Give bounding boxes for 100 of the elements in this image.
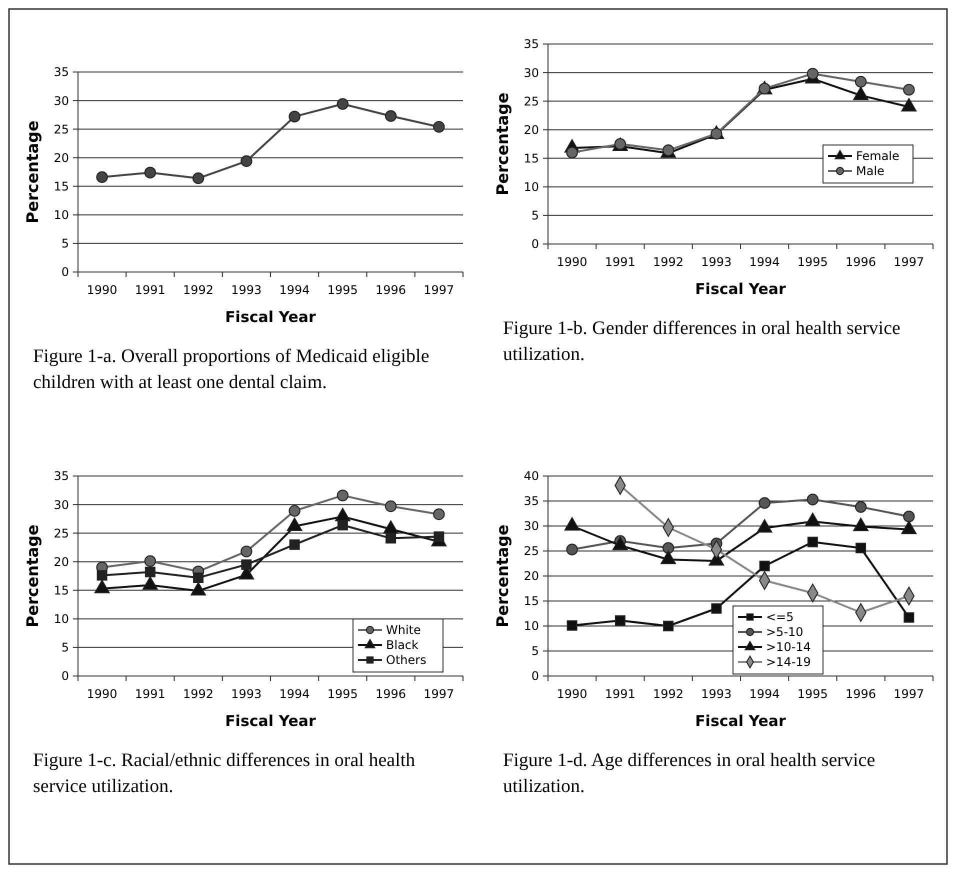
x-axis-title: Fiscal Year: [695, 712, 787, 730]
point: [336, 98, 349, 110]
caption: Figure 1-d. Age differences in oral health service utilization.: [503, 750, 876, 797]
x-tick-label: 1991: [134, 687, 166, 701]
x-tick-label: 1990: [556, 687, 588, 701]
x-tick-label: 1997: [894, 255, 924, 269]
x-tick-label: 1993: [231, 283, 262, 297]
point: [144, 555, 156, 567]
point: [663, 620, 674, 632]
y-tick-label: 10: [54, 208, 69, 222]
point: [144, 566, 156, 578]
y-tick-label: 25: [524, 544, 539, 558]
x-tick-label: 1992: [183, 283, 214, 297]
y-tick-label: 10: [524, 180, 539, 194]
y-tick-label: 30: [524, 519, 539, 534]
y-tick-label: 25: [524, 94, 539, 108]
y-tick-label: 5: [531, 208, 539, 223]
point: [288, 110, 300, 122]
point: [758, 497, 770, 509]
legend-label: Male: [856, 164, 884, 178]
point: [336, 490, 349, 502]
point: [614, 615, 626, 626]
y-tick-label: 10: [54, 612, 69, 626]
y-tick-label: 35: [524, 37, 539, 52]
legend-label: <=5: [766, 610, 794, 624]
point: [711, 603, 722, 614]
x-tick-label: 1991: [604, 255, 636, 269]
y-tick-label: 5: [531, 644, 539, 658]
legend-label: >14-19: [766, 655, 811, 670]
point: [806, 494, 819, 506]
point: [384, 110, 397, 122]
y-tick-label: 10: [524, 619, 539, 634]
legend-label: Female: [856, 149, 900, 164]
point: [662, 542, 674, 554]
point: [903, 510, 915, 522]
y-tick-label: 35: [54, 469, 69, 484]
y-tick-label: 20: [54, 554, 69, 569]
x-tick-label: 1993: [701, 687, 732, 701]
caption: Figure 1-c. Racial/ethnic differences in oral health service utilization.: [33, 750, 416, 797]
x-tick-label: 1992: [183, 687, 214, 701]
caption: Figure 1-a. Overall proportions of Medicaid eligible children with at least one dental claim.: [33, 346, 430, 393]
point: [854, 501, 867, 513]
point: [193, 572, 204, 583]
y-tick-label: 20: [54, 150, 69, 165]
legend-label: Others: [386, 653, 426, 668]
point: [386, 533, 396, 544]
x-tick-label: 1992: [653, 255, 684, 269]
point: [337, 520, 348, 530]
legend-label: >10-14: [766, 640, 811, 654]
x-tick-label: 1994: [279, 687, 310, 701]
y-tick-label: 30: [54, 498, 69, 512]
y-tick-label: 25: [54, 122, 69, 136]
point: [856, 542, 866, 554]
point: [433, 121, 445, 133]
point: [288, 505, 300, 517]
x-tick-label: 1995: [327, 687, 358, 701]
point: [96, 570, 108, 581]
point: [96, 171, 108, 183]
y-axis-title: Percentage: [23, 120, 42, 224]
x-tick-label: 1994: [279, 283, 310, 297]
y-axis-title: Percentage: [493, 92, 512, 196]
point: [566, 544, 578, 556]
x-tick-label: 1993: [701, 255, 732, 269]
y-tick-label: 0: [531, 237, 539, 252]
point: [566, 620, 578, 631]
y-axis-title: Percentage: [23, 524, 42, 628]
y-tick-label: 15: [54, 583, 69, 598]
point: [759, 560, 770, 572]
x-tick-label: 1996: [376, 283, 406, 297]
y-tick-label: 30: [524, 66, 539, 80]
point: [192, 172, 204, 184]
y-tick-label: 15: [524, 594, 539, 608]
x-tick-label: 1997: [424, 687, 454, 701]
y-tick-label: 0: [531, 669, 539, 684]
x-tick-label: 1990: [86, 687, 118, 701]
y-tick-label: 15: [524, 151, 539, 166]
y-tick-label: 30: [54, 94, 69, 108]
y-tick-label: 35: [524, 494, 539, 508]
y-tick-label: 0: [61, 669, 69, 684]
legend-label: Black: [386, 638, 419, 652]
x-tick-label: 1995: [797, 687, 828, 701]
point: [807, 536, 818, 548]
x-tick-label: 1994: [749, 255, 780, 269]
y-tick-label: 25: [54, 526, 69, 540]
point: [240, 546, 252, 558]
point: [904, 612, 914, 623]
y-tick-label: 20: [524, 122, 539, 137]
legend-label: White: [386, 623, 421, 638]
x-tick-label: 1994: [749, 687, 780, 701]
point: [144, 166, 156, 178]
y-tick-label: 5: [61, 236, 69, 251]
point: [384, 500, 397, 512]
y-tick-label: 5: [61, 640, 69, 655]
y-tick-label: 0: [61, 265, 69, 280]
x-axis-title: Fiscal Year: [225, 308, 317, 326]
x-tick-label: 1995: [797, 255, 828, 269]
x-tick-label: 1996: [846, 687, 876, 701]
point: [434, 531, 444, 542]
y-tick-label: 35: [54, 65, 69, 80]
x-tick-label: 1996: [376, 687, 406, 701]
